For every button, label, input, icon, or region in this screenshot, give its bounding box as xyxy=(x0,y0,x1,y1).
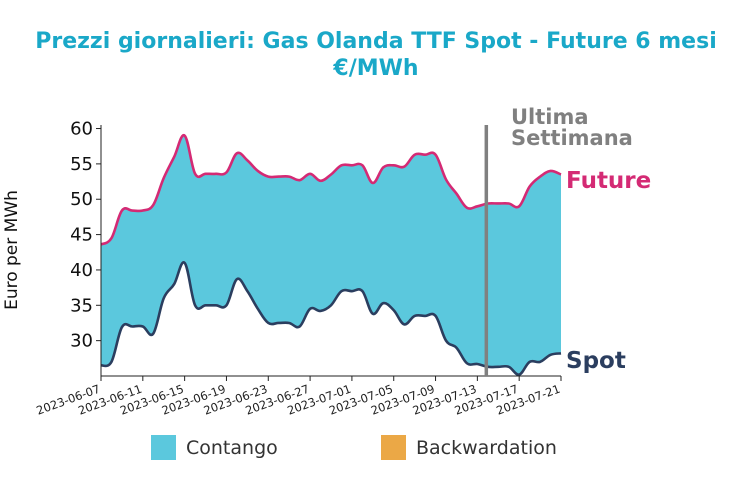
legend-swatch-backwardation xyxy=(381,435,406,460)
legend-label-contango: Contango xyxy=(186,437,278,459)
y-tick-label: 60 xyxy=(70,119,93,140)
legend-swatch-contango xyxy=(151,435,176,460)
y-tick-label: 55 xyxy=(70,154,93,175)
vline-label-line2: Settimana xyxy=(511,126,633,150)
y-axis-label: Euro per MWh xyxy=(2,190,22,310)
contango-area xyxy=(101,135,561,375)
chart-title: Prezzi giornalieri: Gas Olanda TTF Spot … xyxy=(35,29,717,54)
y-tick-label: 35 xyxy=(70,295,93,316)
vline-label-line1: Ultima xyxy=(511,105,589,129)
series-label-spot: Spot xyxy=(566,348,626,374)
chart-subtitle: €/MWh xyxy=(332,56,418,81)
y-tick-label: 40 xyxy=(70,260,93,281)
y-tick-label: 45 xyxy=(70,225,93,246)
legend-label-backwardation: Backwardation xyxy=(416,437,557,459)
y-tick-label: 30 xyxy=(70,331,93,352)
y-tick-label: 50 xyxy=(70,189,93,210)
legend: Contango Backwardation xyxy=(151,435,557,460)
series-label-future: Future xyxy=(566,168,651,194)
area-layer xyxy=(101,135,561,375)
